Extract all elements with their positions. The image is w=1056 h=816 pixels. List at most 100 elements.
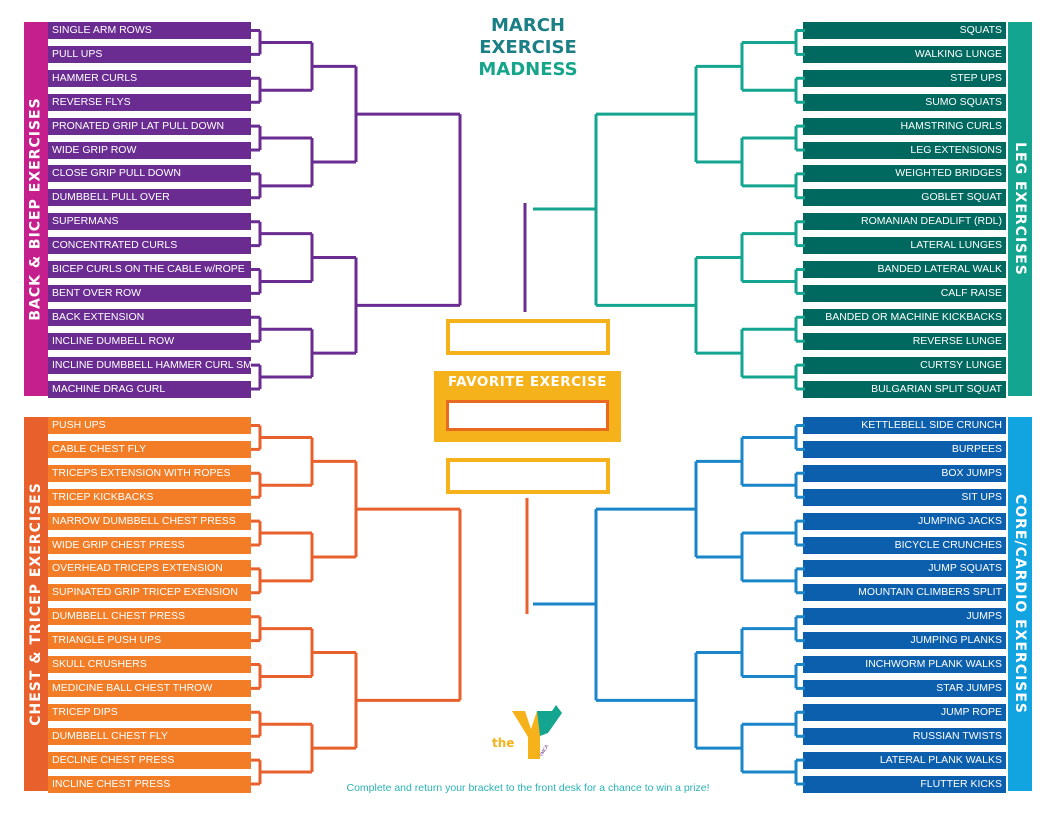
bracket-connector [694,651,742,750]
bracket-entry: SIT UPS [803,488,1006,506]
bracket-entry: JUMP ROPE [803,703,1006,721]
chest-tricep-region-sidebar: CHEST & TRICEP EXERCISES [24,417,48,791]
bracket-connector [260,40,314,92]
finalist-box-top[interactable] [446,319,610,355]
bracket-connector [694,64,742,164]
bracket-connector [740,722,796,774]
back-bicep-region-sidebar: BACK & BICEP EXERCISES [24,22,48,396]
bracket-connector [356,507,462,702]
bracket-connector [794,363,805,391]
bracket-entry: JUMPS [803,608,1006,626]
leg-region-sidebar: LEG EXERCISES [1008,22,1032,396]
favorite-exercise-panel: FAVORITE EXERCISE [434,371,621,442]
ymca-logo: the YMCA [492,705,562,759]
bracket-entry: PUSH UPS [48,417,251,434]
bracket-connector [740,627,796,678]
bracket-entry: LATERAL LUNGES [803,237,1006,255]
bracket-entry: WEIGHTED BRIDGES [803,165,1006,183]
bracket-entry: PULL UPS [48,45,251,63]
footer-note: Complete and return your bracket to the … [346,782,710,794]
bracket-entry: SINGLE ARM ROWS [48,22,251,39]
bracket-entry: SKULL CRUSHERS [48,656,251,673]
bracket-entry: INCHWORM PLANK WALKS [803,656,1006,673]
bracket-connector [794,615,805,643]
bracket-entry: RUSSIAN TWISTS [803,727,1006,745]
bracket-connector [740,232,796,283]
title-line-2: EXERCISE [479,37,577,58]
bracket-connector [251,758,262,786]
bracket-connector [312,459,358,559]
bracket-connector [251,615,262,643]
bracket-entry: DUMBBELL PULL OVER [48,189,251,207]
bracket-connector [794,424,805,451]
bracket-connector [251,124,262,152]
bracket-entry: MOUNTAIN CLIMBERS SPLIT [803,584,1006,602]
bracket-entry: DECLINE CHEST PRESS [48,751,251,769]
title-line-1: MARCH [491,15,565,36]
bracket-entry: INCLINE DUMBELL ROW [48,332,251,350]
bracket-entry: BANDED LATERAL WALK [803,261,1006,278]
bracket-entry: STAR JUMPS [803,679,1006,697]
bracket-connector [251,315,262,343]
bracket-entry: DUMBBELL CHEST PRESS [48,608,251,626]
bracket-connector [251,220,262,248]
bracket-entry: LEG EXTENSIONS [803,141,1006,159]
title-line-3: MADNESS [478,59,578,80]
bracket-entry: BURPEES [803,440,1006,458]
bracket-entry: JUMPING JACKS [803,512,1006,530]
bracket-connector [251,172,262,200]
bracket-connector [251,663,262,690]
bracket-connector [794,663,805,690]
bracket-entry: JUMPING PLANKS [803,632,1006,650]
finalist-box-bottom[interactable] [446,458,610,494]
bracket-entry: CLOSE GRIP PULL DOWN [48,165,251,183]
bracket-connector [260,136,314,188]
bracket-connector [794,519,805,547]
bracket-entry: TRICEPS EXTENSION WITH ROPES [48,464,251,482]
bracket-entry: HAMMER CURLS [48,69,251,87]
bracket-connector [794,710,805,738]
bracket-entry: BULGARIAN SPLIT SQUAT [803,380,1006,398]
bracket-entry: BOX JUMPS [803,464,1006,482]
bracket-connector [794,76,805,104]
bracket-entry: REVERSE FLYS [48,93,251,111]
bracket-entry: MACHINE DRAG CURL [48,380,251,398]
bracket-entry: WALKING LUNGE [803,45,1006,63]
bracket-entry: NARROW DUMBBELL CHEST PRESS [48,512,251,530]
bracket-connector [251,268,262,295]
bracket-entry: WIDE GRIP CHEST PRESS [48,536,251,554]
page-title: MARCH EXERCISE MADNESS [468,15,588,81]
bracket-entry: GOBLET SQUAT [803,189,1006,207]
bracket-entry: SUPERMANS [48,213,251,231]
bracket-connector [694,256,742,355]
bracket-connector [594,507,696,702]
bracket-entry: CONCENTRATED CURLS [48,237,251,255]
bracket-entry: FLUTTER KICKS [803,775,1006,793]
bracket-connector [251,567,262,595]
bracket-entry: BENT OVER ROW [48,284,251,302]
bracket-entry: INCLINE CHEST PRESS [48,775,251,793]
bracket-connector [794,29,805,56]
bracket-entry: TRICEP KICKBACKS [48,488,251,506]
bracket-entry: CURTSY LUNGE [803,356,1006,374]
bracket-entry: BANDED OR MACHINE KICKBACKS [803,308,1006,326]
bracket-entry: REVERSE LUNGE [803,332,1006,350]
bracket-connector [740,531,796,583]
bracket-entry: JUMP SQUATS [803,560,1006,578]
bracket-connector [260,531,314,583]
bracket-entry: CALF RAISE [803,284,1006,302]
bracket-connector [312,651,358,750]
bracket-entry: STEP UPS [803,69,1006,87]
bracket-connector [251,424,262,451]
bracket-connector [794,567,805,595]
bracket-connector [312,64,358,164]
bracket-connector [260,627,314,678]
bracket-entry: BICYCLE CRUNCHES [803,536,1006,554]
bracket-connector [794,315,805,343]
bracket-connector [251,29,262,56]
bracket-connector [356,112,462,307]
favorite-exercise-box[interactable] [446,400,609,431]
bracket-connector [260,327,314,379]
bracket-connector [251,363,262,391]
